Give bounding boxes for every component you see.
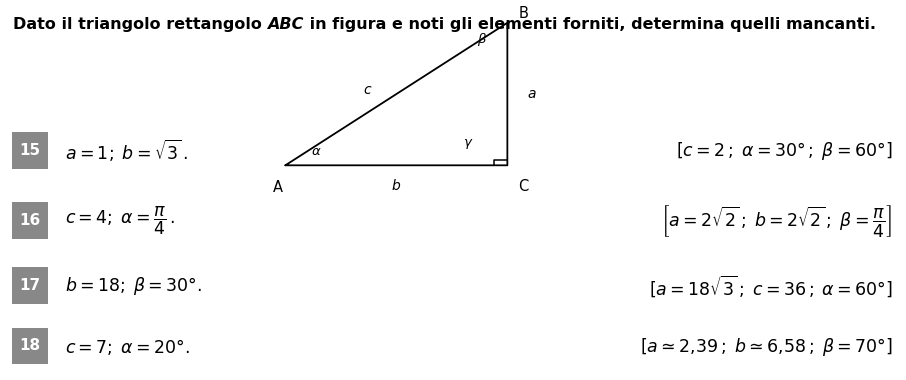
Text: $c = 4;\; \alpha = \dfrac{\pi}{4}\,.$: $c = 4;\; \alpha = \dfrac{\pi}{4}\,.$ bbox=[65, 205, 176, 238]
Text: $\gamma$: $\gamma$ bbox=[462, 137, 473, 151]
Text: $\alpha$: $\alpha$ bbox=[311, 146, 322, 158]
Text: Dato il triangolo rettangolo: Dato il triangolo rettangolo bbox=[13, 17, 267, 32]
Text: in figura e noti gli elementi forniti, determina quelli mancanti.: in figura e noti gli elementi forniti, d… bbox=[304, 17, 875, 32]
FancyBboxPatch shape bbox=[12, 267, 48, 304]
FancyBboxPatch shape bbox=[12, 132, 48, 169]
Text: C: C bbox=[518, 179, 528, 193]
Text: 15: 15 bbox=[19, 143, 41, 158]
FancyBboxPatch shape bbox=[12, 202, 48, 239]
Text: $\left[a = 2\sqrt{2} \,;\; b = 2\sqrt{2} \,;\; \beta = \dfrac{\pi}{4}\right]$: $\left[a = 2\sqrt{2} \,;\; b = 2\sqrt{2}… bbox=[661, 203, 892, 239]
Text: 16: 16 bbox=[19, 213, 41, 228]
Text: 18: 18 bbox=[19, 339, 41, 353]
Text: $[a \simeq 2{,}39 \,;\; b \simeq 6{,}58 \,;\; \beta = 70°]$: $[a \simeq 2{,}39 \,;\; b \simeq 6{,}58 … bbox=[640, 336, 892, 358]
Text: $[a = 18\sqrt{3} \,;\; c = 36 \,;\; \alpha = 60°]$: $[a = 18\sqrt{3} \,;\; c = 36 \,;\; \alp… bbox=[649, 273, 892, 299]
Text: 17: 17 bbox=[19, 278, 41, 293]
Text: b: b bbox=[392, 179, 400, 193]
Text: c: c bbox=[363, 83, 371, 97]
Text: $a = 1;\; b = \sqrt{3}\,.$: $a = 1;\; b = \sqrt{3}\,.$ bbox=[65, 138, 188, 164]
Text: ABC: ABC bbox=[267, 17, 304, 32]
Text: a: a bbox=[527, 87, 535, 101]
Text: $b = 18;\; \beta = 30°.$: $b = 18;\; \beta = 30°.$ bbox=[65, 275, 202, 297]
Text: A: A bbox=[273, 180, 284, 195]
Text: B: B bbox=[518, 6, 528, 21]
Text: $[c = 2 \,;\; \alpha = 30° \,;\; \beta = 60°]$: $[c = 2 \,;\; \alpha = 30° \,;\; \beta =… bbox=[676, 140, 892, 162]
Text: $c = 7;\; \alpha = 20°.$: $c = 7;\; \alpha = 20°.$ bbox=[65, 337, 190, 356]
Text: $\beta$: $\beta$ bbox=[477, 30, 487, 48]
FancyBboxPatch shape bbox=[12, 328, 48, 364]
